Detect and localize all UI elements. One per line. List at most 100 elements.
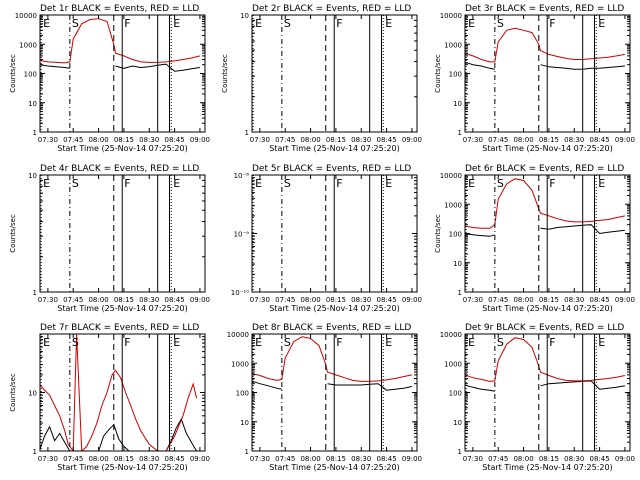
event-marker-label: E xyxy=(598,177,605,190)
x-tick-label: 07:30 xyxy=(250,296,270,304)
event-marker-label: F xyxy=(336,336,342,349)
y-axis-label: Counts/sec xyxy=(434,214,442,253)
y-tick-label: 100 xyxy=(449,231,462,239)
y-tick-label: 10⁻¹⁰ xyxy=(231,289,249,297)
event-marker-label: E xyxy=(173,336,180,349)
x-tick-label: 08:15 xyxy=(114,296,134,304)
x-tick-label: 08:30 xyxy=(564,296,584,304)
y-tick-label: 1000 xyxy=(444,41,462,49)
x-tick-label: 09:00 xyxy=(190,296,210,304)
y-tick-label: 1 xyxy=(458,129,462,137)
x-tick-label: 08:00 xyxy=(513,136,533,144)
detector-panel: Det 6r BLACK = Events, RED = LLD E S F E 1 10 1… xyxy=(434,164,635,313)
x-tick-label: 09:00 xyxy=(615,455,635,463)
panel-title: Det 3r BLACK = Events, RED = LLD xyxy=(465,4,624,14)
x-tick-label: 09:00 xyxy=(402,136,422,144)
x-axis-label: Start Time (25-Nov-14 07:25:20) xyxy=(269,463,399,472)
event-marker-label: E xyxy=(468,177,475,190)
event-marker-label: F xyxy=(124,17,130,30)
event-marker-label: F xyxy=(336,177,342,190)
event-marker-label: E xyxy=(173,177,180,190)
x-tick-label: 08:30 xyxy=(351,296,371,304)
x-tick-label: 08:45 xyxy=(376,136,396,144)
y-tick-label: 1000 xyxy=(19,41,37,49)
event-marker-label: E xyxy=(468,17,475,30)
y-tick-label: 10 xyxy=(453,419,462,427)
x-tick-label: 08:15 xyxy=(326,296,346,304)
y-tick-label: 1 xyxy=(33,448,37,456)
x-tick-label: 07:30 xyxy=(38,455,58,463)
x-tick-label: 08:00 xyxy=(88,136,108,144)
y-tick-label: 10 xyxy=(453,100,462,108)
x-tick-label: 08:15 xyxy=(539,296,559,304)
y-axis-label: Counts/sec xyxy=(9,373,17,412)
detector-panel: Det 8r BLACK = Events, RED = LLD E S F E 1 10 1… xyxy=(227,323,422,472)
x-axis-label: Start Time (25-Nov-14 07:25:20) xyxy=(482,304,612,313)
series-line xyxy=(465,337,626,382)
x-tick-label: 08:45 xyxy=(164,296,184,304)
y-tick-label: 10 xyxy=(240,12,249,20)
series-line xyxy=(40,418,198,451)
event-marker-label: F xyxy=(549,17,555,30)
event-marker-label: E xyxy=(598,336,605,349)
detector-panel: Det 9r BLACK = Events, RED = LLD E S F E 1 10 1… xyxy=(440,323,635,472)
x-tick-label: 07:30 xyxy=(463,136,483,144)
x-tick-label: 08:30 xyxy=(139,136,159,144)
y-tick-label: 1000 xyxy=(231,360,249,368)
event-marker-label: E xyxy=(43,17,50,30)
series-line xyxy=(465,61,625,70)
y-tick-label: 10000 xyxy=(440,331,462,339)
x-tick-label: 07:45 xyxy=(275,136,295,144)
y-tick-label: 10 xyxy=(28,100,37,108)
x-tick-label: 08:30 xyxy=(139,455,159,463)
x-tick-label: 08:15 xyxy=(114,136,134,144)
y-tick-label: 1000 xyxy=(444,360,462,368)
plot-frame xyxy=(251,14,418,133)
x-tick-label: 08:15 xyxy=(539,136,559,144)
event-marker-label: S xyxy=(284,336,291,349)
detector-panel: Det 5r BLACK = Events, RED = LLD E S F E 10⁻¹… xyxy=(231,164,422,313)
panel-title: Det 5r BLACK = Events, RED = LLD xyxy=(252,164,411,174)
y-axis-label: Counts/sec xyxy=(9,54,17,93)
panel-title: Det 8r BLACK = Events, RED = LLD xyxy=(252,323,411,333)
y-tick-label: 10 xyxy=(28,172,37,180)
y-tick-label: 100 xyxy=(449,390,462,398)
y-tick-label: 1 xyxy=(33,289,37,297)
x-tick-label: 08:45 xyxy=(164,455,184,463)
x-tick-label: 08:00 xyxy=(300,296,320,304)
y-tick-label: 1 xyxy=(458,448,462,456)
panel-title: Det 9r BLACK = Events, RED = LLD xyxy=(465,323,624,333)
x-tick-label: 08:15 xyxy=(539,455,559,463)
x-tick-label: 09:00 xyxy=(190,136,210,144)
series-line xyxy=(40,63,200,72)
x-tick-label: 08:30 xyxy=(564,455,584,463)
y-tick-label: 100 xyxy=(449,71,462,79)
x-tick-label: 08:00 xyxy=(300,455,320,463)
x-tick-label: 08:45 xyxy=(589,296,609,304)
detector-panel: Det 3r BLACK = Events, RED = LLD E S F E 1 10 1… xyxy=(434,4,635,153)
y-tick-label: 100 xyxy=(24,71,37,79)
detector-panel: Det 2r BLACK = Events, RED = LLD E S F E 1 10 0… xyxy=(221,4,422,153)
panel-title: Det 6r BLACK = Events, RED = LLD xyxy=(465,164,624,174)
x-tick-label: 07:30 xyxy=(250,455,270,463)
x-tick-label: 08:15 xyxy=(114,455,134,463)
x-tick-label: 09:00 xyxy=(402,455,422,463)
event-marker-label: E xyxy=(385,336,392,349)
event-marker-label: E xyxy=(255,336,262,349)
series-line xyxy=(252,336,412,382)
x-tick-label: 09:00 xyxy=(615,136,635,144)
event-marker-label: F xyxy=(549,177,555,190)
y-tick-label: 10000 xyxy=(15,12,37,20)
event-marker-label: E xyxy=(43,336,50,349)
series-line xyxy=(465,224,625,237)
y-axis-label: Counts/sec xyxy=(434,54,442,93)
y-axis-label: Counts/sec xyxy=(221,54,229,93)
x-tick-label: 08:15 xyxy=(326,455,346,463)
event-marker-label: E xyxy=(385,17,392,30)
x-tick-label: 08:00 xyxy=(513,455,533,463)
x-tick-label: 07:45 xyxy=(488,296,508,304)
event-marker-label: E xyxy=(385,177,392,190)
event-marker-label: E xyxy=(255,177,262,190)
x-axis-label: Start Time (25-Nov-14 07:25:20) xyxy=(57,144,187,153)
y-tick-label: 10000 xyxy=(227,331,249,339)
